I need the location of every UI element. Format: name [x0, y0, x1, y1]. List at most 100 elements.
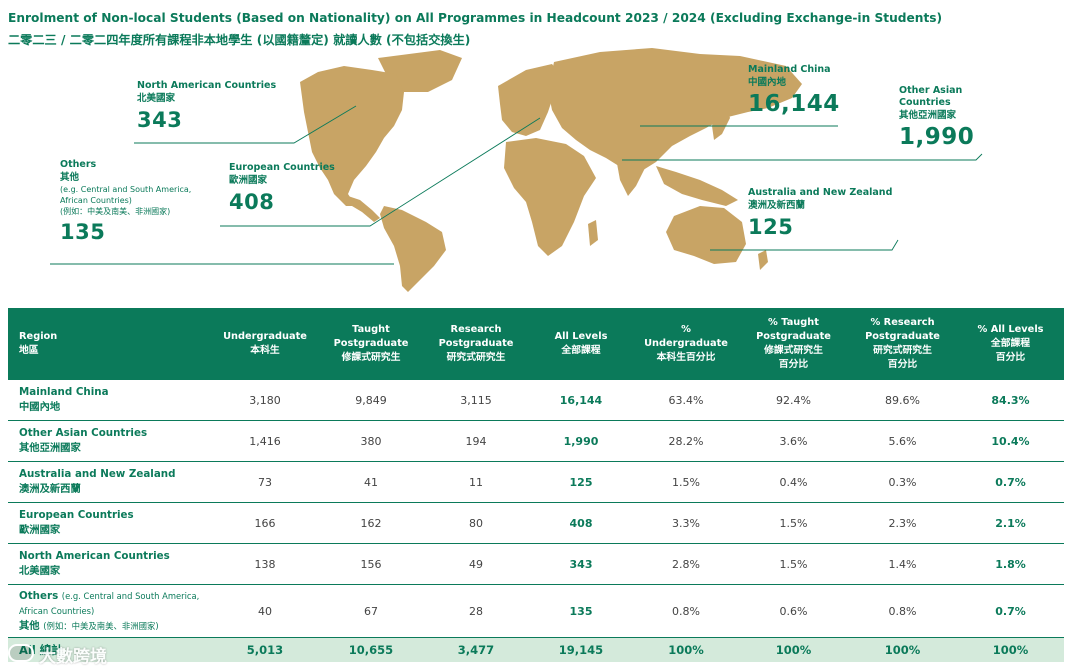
undergraduate-cell: 73 [211, 461, 319, 503]
region-cell: European Countries 歐洲國家 [8, 502, 211, 544]
header-label-en: Postgraduate [865, 331, 940, 342]
table-row: European Countries 歐洲國家 166 162 80 408 3… [8, 502, 1064, 544]
header-label-zh: 修課式研究生 [341, 352, 401, 363]
total-label: All 總計 [8, 637, 211, 662]
pct-undergraduate-cell: 63.4% [633, 380, 739, 421]
taught-postgraduate-cell: 9,849 [319, 380, 423, 421]
pct-all-levels-total: 100% [957, 637, 1064, 662]
world-map [50, 48, 983, 292]
pct-taught-postgraduate-cell: 3.6% [739, 420, 848, 462]
callout-value: 125 [748, 215, 794, 239]
callout-mainland-china: Mainland China 中國內地 16,144 [748, 64, 840, 116]
header-label-en: Undergraduate [223, 331, 307, 342]
header-label-en: % [681, 324, 691, 335]
all-levels-cell: 408 [529, 502, 633, 544]
region-name-zh: 北美國家 [19, 565, 61, 577]
taught-postgraduate-cell: 380 [319, 420, 423, 462]
header-label-en: Region [19, 331, 58, 342]
north-america-leader-line [134, 105, 357, 144]
header-label-zh: 本科生百分比 [656, 352, 716, 363]
pct-undergraduate-cell: 3.3% [633, 502, 739, 544]
header-label-zh: 研究式研究生 [873, 345, 932, 356]
pct-taught-postgraduate-cell: 0.6% [739, 584, 848, 638]
madagascar-shape [588, 220, 598, 246]
header-label-en: % Research [870, 317, 935, 328]
callout-value: 1,990 [899, 124, 975, 150]
header-label-en: % All Levels [977, 324, 1044, 335]
research-postgraduate-cell: 11 [423, 461, 529, 503]
india-shape [616, 156, 646, 196]
page-title: Enrolment of Non-local Students (Based o… [8, 11, 943, 25]
header-label-en: Postgraduate [333, 338, 409, 349]
header-label-en: Undergraduate [644, 338, 728, 349]
pct-all-levels-cell: 10.4% [957, 420, 1064, 462]
undergraduate-cell: 3,180 [211, 380, 319, 421]
pct-all-levels-cell: 0.7% [957, 584, 1064, 638]
all-levels-cell: 343 [529, 543, 633, 585]
research-postgraduate-cell: 3,115 [423, 380, 529, 421]
region-name-en: Other Asian Countries [19, 427, 148, 439]
pct-research-postgraduate-cell: 1.4% [848, 543, 957, 585]
undergraduate-cell: 1,416 [211, 420, 319, 462]
australia-shape [666, 206, 746, 264]
other-asian-leader-line [622, 153, 983, 161]
callout-label-en: North American Countries [137, 80, 277, 91]
pct-all-levels-cell: 0.7% [957, 461, 1064, 503]
table-total-row: All 總計 5,013 10,655 3,477 19,145 100% 10… [8, 637, 1064, 662]
all-levels-total: 19,145 [529, 637, 633, 662]
region-cell: Other Asian Countries 其他亞洲國家 [8, 420, 211, 462]
header-label-en: Taught [352, 324, 390, 335]
header-pct-research-postgraduate: % Research Postgraduate 研究式研究生 百分比 [848, 308, 957, 380]
header-pct-all-levels: % All Levels 全部課程 百分比 [957, 308, 1064, 380]
callout-label-en: Other Asian [899, 85, 963, 96]
research-postgraduate-cell: 28 [423, 584, 529, 638]
pct-all-levels-cell: 84.3% [957, 380, 1064, 421]
region-name-en: North American Countries [19, 550, 170, 562]
research-postgraduate-cell: 194 [423, 420, 529, 462]
region-cell: Others (e.g. Central and South America, … [8, 584, 211, 638]
callout-label-en: Mainland China [748, 64, 831, 75]
header-region: Region 地區 [8, 308, 211, 380]
header-label-en: Research [450, 324, 502, 335]
taught-postgraduate-cell: 67 [319, 584, 423, 638]
pct-research-postgraduate-cell: 2.3% [848, 502, 957, 544]
callout-label-en: Others [60, 159, 97, 170]
header-label-en: Postgraduate [756, 331, 831, 342]
page-subtitle: 二零二三 / 二零二四年度所有課程非本地學生 (以國籍釐定) 就讀人數 (不包括… [8, 33, 471, 47]
pct-undergraduate-cell: 28.2% [633, 420, 739, 462]
europe-shape [498, 64, 560, 136]
callout-europe: European Countries 歐洲國家 408 [229, 162, 335, 214]
europe-leader-line [220, 117, 541, 227]
table-row: North American Countries 北美國家 138 156 49… [8, 543, 1064, 585]
region-name-zh: 其他 [19, 619, 40, 632]
region-name-zh: 澳洲及新西蘭 [19, 483, 81, 495]
header-label-en: All Levels [554, 331, 608, 342]
table-row: Australia and New Zealand 澳洲及新西蘭 73 41 1… [8, 461, 1064, 503]
undergraduate-cell: 138 [211, 543, 319, 585]
pct-all-levels-cell: 2.1% [957, 502, 1064, 544]
pct-undergraduate-cell: 2.8% [633, 543, 739, 585]
north-america-shape [300, 66, 404, 206]
region-name-en: Others [19, 589, 59, 602]
header-research-postgraduate: Research Postgraduate 研究式研究生 [423, 308, 529, 380]
callout-label-zh: 歐洲國家 [229, 175, 268, 186]
table-row: Other Asian Countries 其他亞洲國家 1,416 380 1… [8, 420, 1064, 462]
all-levels-cell: 135 [529, 584, 633, 638]
undergraduate-total: 5,013 [211, 637, 319, 662]
pct-undergraduate-cell: 0.8% [633, 584, 739, 638]
callout-north-america: North American Countries 北美國家 343 [137, 80, 276, 132]
pct-research-postgraduate-cell: 89.6% [848, 380, 957, 421]
research-postgraduate-total: 3,477 [423, 637, 529, 662]
header-label-en: % Taught [768, 317, 819, 328]
callout-australia: Australia and New Zealand 澳洲及新西蘭 125 [748, 187, 892, 239]
enrolment-table: Region 地區 Undergraduate 本科生 Taught Postg… [8, 308, 1064, 662]
header-label-zh: 本科生 [250, 345, 280, 356]
region-cell: Mainland China 中國內地 [8, 380, 211, 421]
pct-taught-postgraduate-cell: 1.5% [739, 502, 848, 544]
south-america-shape [380, 206, 446, 292]
research-postgraduate-cell: 80 [423, 502, 529, 544]
table-row: Mainland China 中國內地 3,180 9,849 3,115 16… [8, 380, 1064, 421]
header-label-en: Postgraduate [438, 338, 514, 349]
undergraduate-cell: 40 [211, 584, 319, 638]
callout-other-asian: Other Asian Countries 其他亞洲國家 1,990 [899, 85, 974, 149]
